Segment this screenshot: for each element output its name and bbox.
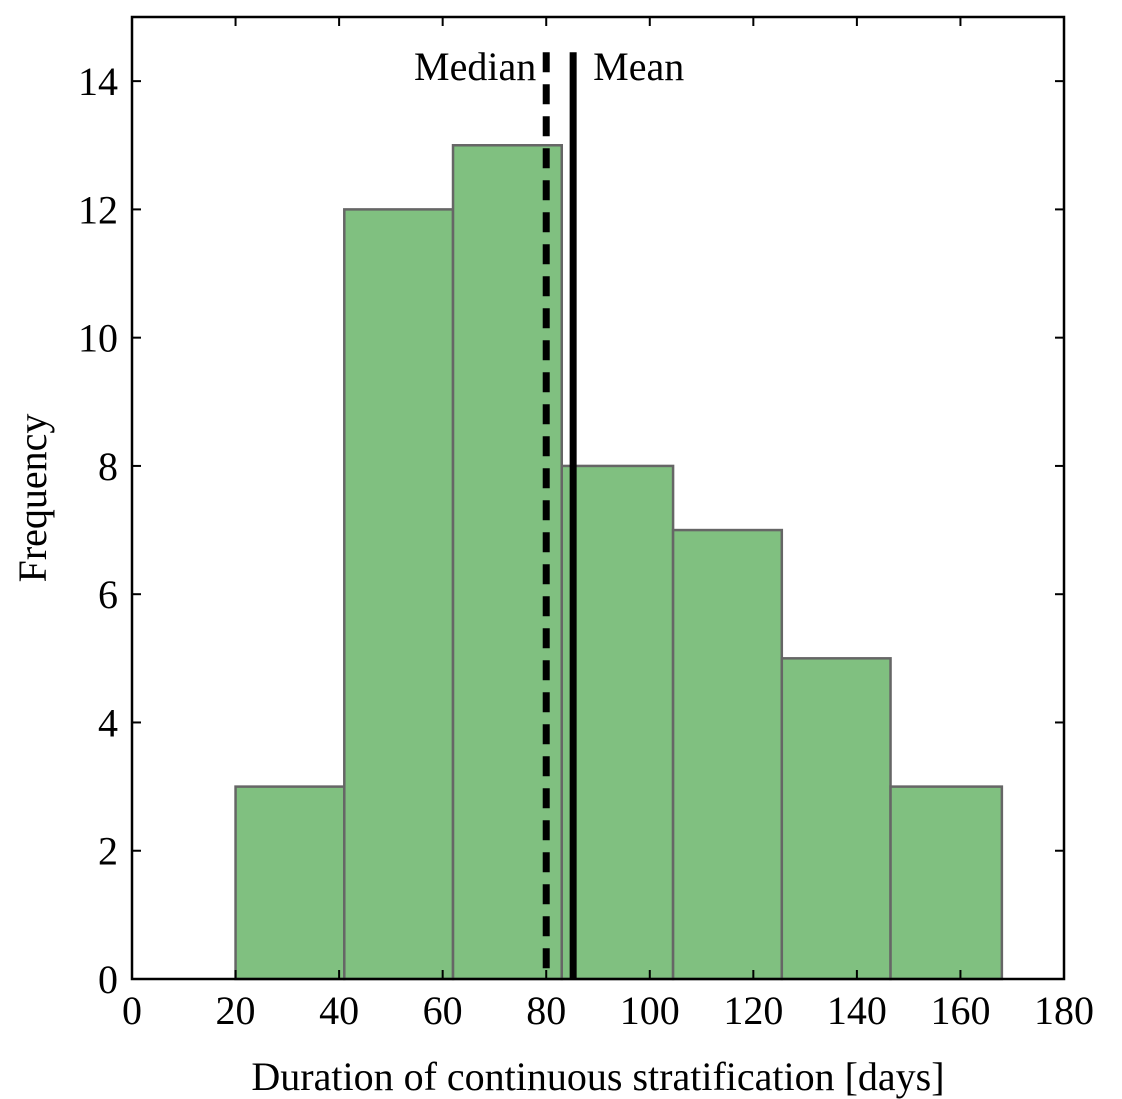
histogram-bar-0	[234, 785, 346, 981]
x-tick-label-160: 160	[930, 988, 990, 1033]
y-tick-label-4: 4	[98, 700, 118, 745]
y-tick-label-14: 14	[78, 59, 118, 104]
plot-frame	[130, 15, 1066, 981]
x-tick-label-0: 0	[122, 988, 142, 1033]
x-tick-label-60: 60	[423, 988, 463, 1033]
bars-group	[234, 144, 1004, 981]
y-tick-label-8: 8	[98, 444, 118, 489]
y-tick-label-12: 12	[78, 187, 118, 232]
y-tick-label-2: 2	[98, 829, 118, 874]
histogram-bar-5	[780, 657, 892, 981]
reference-lines-group: Median Mean	[414, 44, 684, 979]
mean-label: Mean	[593, 44, 684, 89]
median-label: Median	[414, 44, 536, 89]
x-axis-title: Duration of continuous stratification [d…	[251, 1054, 944, 1099]
y-tick-label-6: 6	[98, 572, 118, 617]
histogram-bar-1	[343, 208, 455, 981]
histogram-bar-6	[889, 785, 1004, 981]
tick-labels-group: 0 20 40 60 80 100 120 140 160 180 0 2 4 6 8 10 12 14	[78, 59, 1094, 1033]
histogram-bar-3	[560, 464, 675, 981]
x-tick-label-100: 100	[620, 988, 680, 1033]
x-tick-label-80: 80	[526, 988, 566, 1033]
x-tick-label-20: 20	[216, 988, 256, 1033]
histogram-bar-4	[671, 528, 784, 981]
x-tick-label-120: 120	[723, 988, 783, 1033]
x-tick-label-40: 40	[319, 988, 359, 1033]
y-tick-label-0: 0	[98, 957, 118, 1002]
ticks-group	[131, 17, 1065, 980]
y-tick-label-10: 10	[78, 316, 118, 361]
x-tick-label-140: 140	[827, 988, 887, 1033]
x-tick-label-180: 180	[1034, 988, 1094, 1033]
y-axis-title: Frequency	[10, 414, 55, 583]
